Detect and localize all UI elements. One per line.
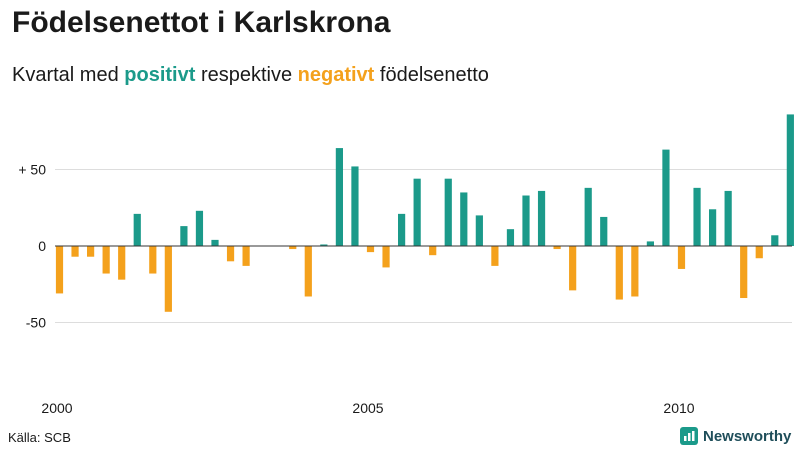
- bar: [429, 246, 437, 256]
- subtitle-prefix: Kvartal med: [12, 64, 125, 86]
- y-tick-label: -50: [26, 315, 46, 331]
- source-note: Källa: SCB: [8, 430, 71, 445]
- bar: [413, 178, 421, 246]
- bar: [522, 195, 530, 246]
- x-tick-label: 2005: [352, 400, 383, 416]
- bar: [569, 246, 577, 291]
- bar: [491, 246, 499, 266]
- bar: [724, 190, 732, 246]
- bar: [475, 215, 483, 246]
- bar: [771, 235, 779, 246]
- bar: [211, 239, 219, 246]
- subtitle-positive-word: positivt: [124, 64, 196, 86]
- bar: [226, 246, 235, 262]
- bar: [460, 192, 468, 246]
- bar: [786, 114, 794, 246]
- bar: [444, 178, 452, 246]
- bar: [398, 213, 406, 246]
- bar: [740, 246, 748, 299]
- brand-name: Newsworthy: [703, 427, 792, 445]
- bar: [320, 244, 328, 246]
- chart-title: Födelsenettot i Karlskrona: [12, 6, 391, 39]
- bar: [755, 246, 763, 259]
- bars: [55, 114, 794, 312]
- bar: [118, 246, 126, 280]
- bar: [646, 241, 654, 246]
- chart-subtitle: Kvartal med positivt respektive negativt…: [12, 64, 489, 87]
- axis: + 500-5020002005201020152020: [18, 162, 792, 416]
- bar: [537, 190, 546, 246]
- bar: [195, 210, 204, 246]
- subtitle-suffix: födelsenetto: [374, 64, 489, 86]
- y-tick-label: 0: [38, 238, 46, 254]
- bar: [366, 246, 375, 253]
- bar: [382, 246, 390, 268]
- bar: [631, 246, 639, 297]
- bar: [55, 246, 64, 294]
- bar: [584, 187, 592, 246]
- bar-chart-icon: [680, 427, 698, 445]
- bar: [351, 166, 359, 246]
- bar: [71, 246, 79, 257]
- bar: [289, 246, 297, 250]
- bar: [677, 246, 686, 269]
- x-tick-label: 2010: [663, 400, 694, 416]
- bar: [506, 229, 515, 246]
- bar: [709, 209, 717, 246]
- bar: [87, 246, 95, 257]
- x-tick-label: 2000: [41, 400, 72, 416]
- bar: [615, 246, 623, 300]
- bar: [242, 246, 250, 266]
- brand-logo: Newsworthy: [680, 427, 791, 445]
- subtitle-negative-word: negativt: [297, 64, 375, 86]
- y-tick-label: + 50: [18, 162, 46, 178]
- bar: [693, 187, 701, 246]
- bar: [133, 213, 141, 246]
- bar: [600, 216, 608, 246]
- bar: [164, 246, 172, 312]
- bar: [304, 246, 312, 297]
- bar: [180, 226, 188, 246]
- bar: [662, 149, 670, 246]
- bar: [102, 246, 110, 274]
- bar: [149, 246, 157, 274]
- bar: [553, 246, 561, 250]
- bar: [335, 148, 343, 246]
- subtitle-middle: respektive: [195, 64, 298, 86]
